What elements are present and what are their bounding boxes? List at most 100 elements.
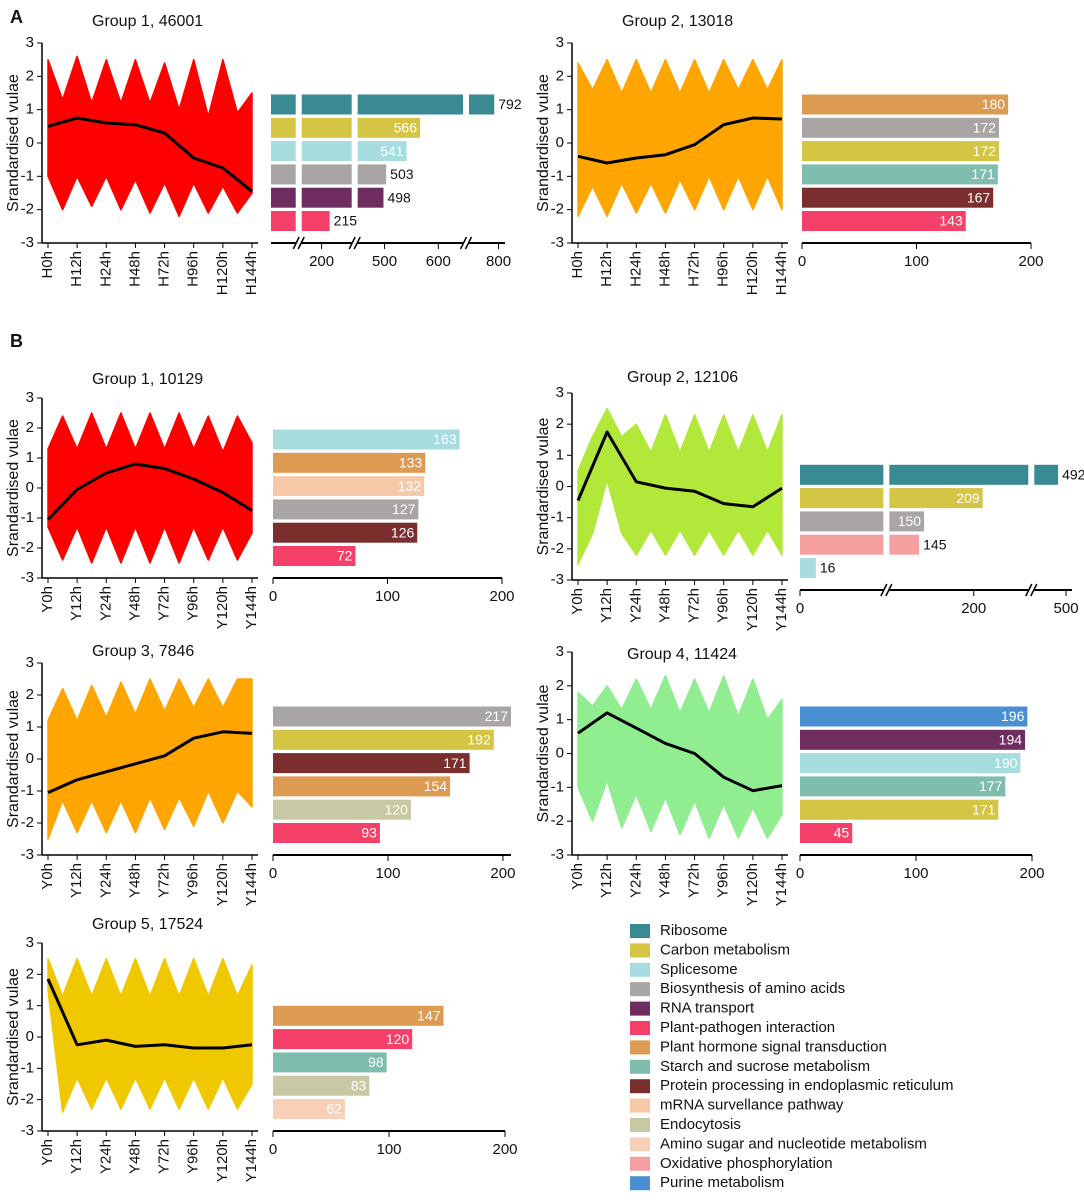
bar	[889, 534, 920, 555]
x-tick-label: Y72h	[686, 863, 703, 898]
chart-title: Group 4, 11424	[627, 646, 737, 663]
bar	[357, 117, 421, 138]
mean-line	[577, 711, 783, 793]
legend-swatch	[630, 1040, 650, 1055]
y-tick-label: 2	[26, 686, 34, 703]
x-tick-label: Y12h	[598, 863, 615, 898]
x-tick-label: Y144h	[243, 586, 260, 629]
bar	[271, 141, 296, 162]
value-label: 62	[326, 1101, 342, 1117]
bar	[273, 452, 426, 473]
y-tick-label: -1	[21, 167, 34, 184]
y-tick-label: -3	[21, 234, 34, 251]
value-label: 172	[973, 143, 997, 159]
value-label: 98	[368, 1054, 384, 1070]
value-label: 132	[398, 478, 422, 494]
bar	[800, 488, 884, 509]
y-tick-label: 3	[26, 654, 34, 671]
value-label: 16	[820, 560, 836, 576]
y-tick-label: -1	[21, 1059, 34, 1076]
y-tick-label: -3	[551, 846, 564, 863]
value-label: 180	[982, 96, 1006, 112]
x-tick-label: 800	[486, 253, 511, 270]
y-tick-label: 2	[26, 67, 34, 84]
x-tick-label: Y0h	[39, 863, 56, 890]
x-tick-label: Y24h	[627, 588, 644, 623]
x-tick-label: 200	[492, 1141, 517, 1158]
legend-label: Plant hormone signal transduction	[660, 1038, 887, 1055]
x-tick-label: Y72h	[156, 586, 173, 621]
y-axis-label: Srandardised vulae	[535, 684, 552, 822]
bar	[802, 164, 998, 185]
x-tick-label: Y12h	[68, 863, 85, 898]
x-tick-label: H0h	[569, 251, 586, 279]
chart-title: Group 3, 7846	[92, 643, 194, 660]
bar	[273, 1099, 345, 1119]
range-band	[47, 412, 253, 564]
x-tick-label: Y96h	[185, 1139, 202, 1174]
legend-swatch	[630, 1021, 650, 1035]
axis-break	[459, 236, 468, 250]
range-band	[577, 674, 783, 839]
value-label: 194	[999, 732, 1023, 748]
x-tick-label: Y96h	[715, 588, 732, 623]
y-tick-label: 0	[26, 750, 34, 767]
value-label: 792	[498, 96, 522, 112]
bar	[271, 187, 296, 208]
bar	[271, 211, 296, 231]
value-label: 171	[972, 801, 996, 817]
y-tick-label: -2	[21, 1091, 34, 1108]
x-tick-label: H120h	[744, 251, 761, 295]
y-axis-label: Srandardised vulae	[5, 968, 22, 1106]
y-tick-label: 1	[26, 718, 34, 735]
y-tick-label: -3	[21, 1122, 34, 1139]
x-tick-label: H144h	[773, 251, 790, 295]
y-tick-label: 0	[26, 479, 34, 496]
mean-line	[46, 978, 253, 1050]
y-tick-label: -2	[21, 201, 34, 218]
x-tick-label: 0	[798, 253, 806, 270]
legend-label: Endocytosis	[660, 1116, 741, 1133]
y-tick-label: 0	[556, 477, 564, 494]
x-tick-label: H48h	[656, 251, 673, 287]
axis-break	[1025, 583, 1033, 597]
x-tick-label: H144h	[243, 251, 260, 295]
y-tick-label: -2	[551, 540, 564, 557]
y-axis-label: Srandardised vulae	[5, 690, 22, 828]
value-label: 150	[898, 513, 922, 529]
mean-line	[577, 116, 783, 165]
y-tick-label: -2	[21, 814, 34, 831]
y-tick-label: 0	[556, 744, 564, 761]
legend-label: Splicesome	[660, 961, 738, 978]
x-tick-label: Y120h	[744, 863, 761, 906]
value-label: 217	[485, 708, 509, 724]
x-tick-label: 100	[375, 865, 400, 882]
y-tick-label: 1	[26, 449, 34, 466]
value-label: 541	[380, 143, 404, 159]
bar	[301, 117, 352, 138]
range-band	[47, 957, 253, 1113]
value-label: 566	[394, 120, 418, 136]
value-label: 83	[351, 1077, 367, 1093]
y-axis-label: Srandardised vulae	[535, 74, 552, 212]
x-tick-label: 100	[903, 865, 928, 882]
legend-swatch	[630, 982, 650, 997]
value-label: 93	[361, 825, 377, 841]
legend-swatch	[630, 1156, 650, 1171]
y-tick-label: -2	[551, 812, 564, 829]
x-tick-label: 100	[376, 1141, 401, 1158]
x-tick-label: Y0h	[569, 588, 586, 615]
value-label: 192	[467, 732, 491, 748]
range-band	[47, 55, 253, 218]
legend-swatch	[630, 962, 650, 977]
legend-swatch	[630, 1098, 650, 1113]
axis-break	[348, 236, 356, 250]
x-tick-label: Y24h	[97, 1139, 114, 1174]
bar	[800, 534, 884, 555]
y-tick-label: -3	[21, 846, 34, 863]
x-tick-label: H96h	[185, 251, 202, 287]
axis-break	[353, 236, 361, 250]
bar	[800, 753, 1021, 774]
bar	[301, 164, 352, 185]
y-tick-label: 2	[556, 67, 564, 84]
